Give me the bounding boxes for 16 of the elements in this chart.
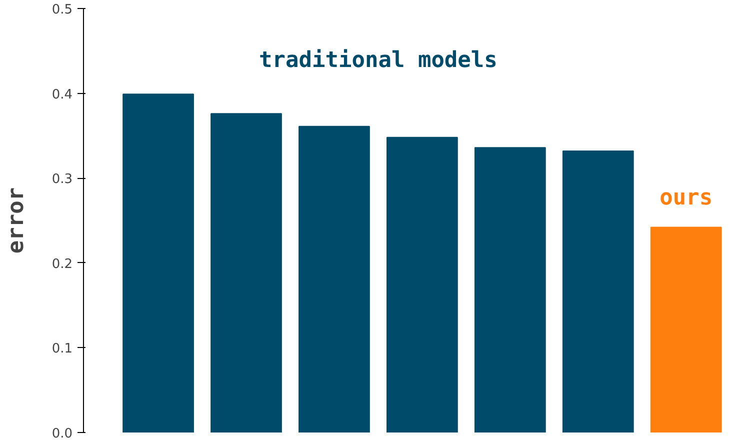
bar xyxy=(298,126,370,432)
y-tick-label: 0.2 xyxy=(52,256,73,272)
y-tick-label: 0.4 xyxy=(52,87,73,102)
bar xyxy=(562,150,634,432)
bar xyxy=(210,113,282,432)
bar xyxy=(474,147,546,432)
annotation: traditional models xyxy=(259,48,498,73)
bar xyxy=(650,226,722,432)
y-tick-label: 0.5 xyxy=(52,2,73,18)
annotation: ours xyxy=(660,185,713,210)
y-axis-title: error xyxy=(4,187,29,254)
y-tick-label: 0.0 xyxy=(52,426,73,440)
y-tick-label: 0.3 xyxy=(52,172,73,188)
y-tick-label: 0.1 xyxy=(52,342,73,357)
bar xyxy=(386,136,458,432)
bar xyxy=(122,94,194,432)
